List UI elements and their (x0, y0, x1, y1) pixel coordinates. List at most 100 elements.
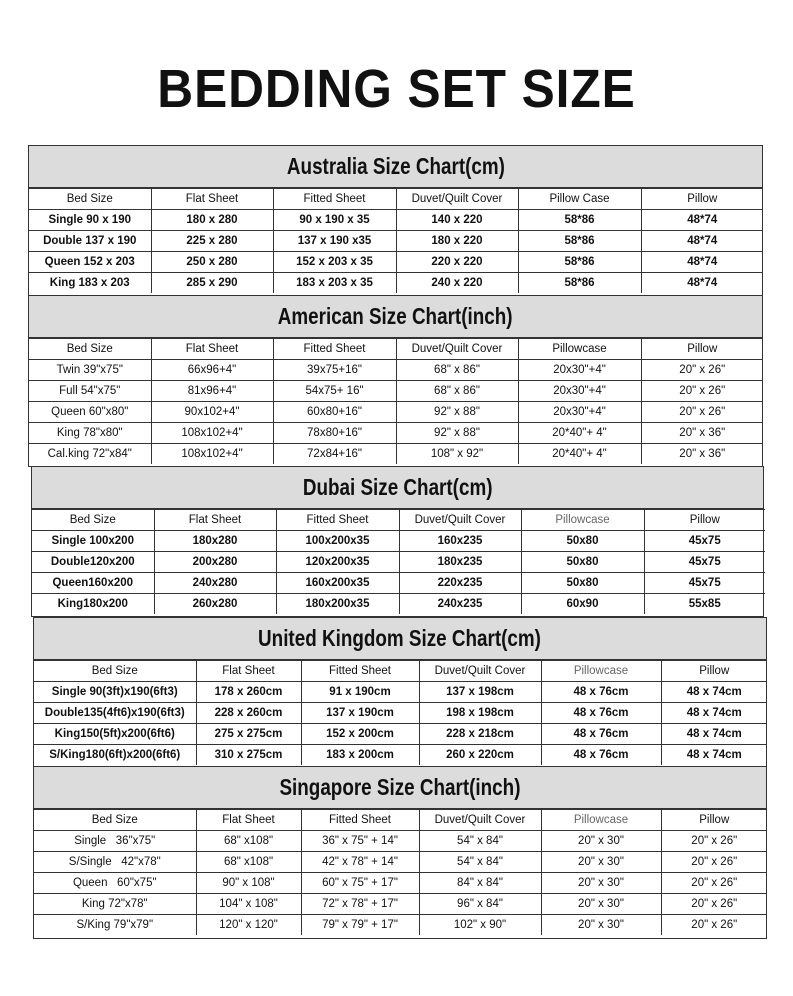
american-size-chart: American Size Chart(inch) Bed Size Flat Sh… (28, 295, 763, 467)
chart-title-text: American Size Chart(inch) (278, 303, 513, 329)
table-row: King 72"x78" 104" x 108" 72" x 78" + 17" 96… (34, 893, 767, 915)
table-cell: 48 x 76cm (540, 723, 662, 745)
table-cell: 58*86 (517, 272, 642, 293)
page-title: BEDDING SET SIZE (157, 59, 636, 119)
table-cell: 48 x 74cm (660, 723, 767, 745)
uk-size-chart: United Kingdom Size Chart(cm) Bed Size Fla… (33, 617, 767, 767)
table-row: King150(5ft)x200(6ft6) 275 x 275cm 152 x 2… (34, 723, 767, 745)
table-cell: 102" x 90" (418, 914, 542, 935)
chart-title-text: Singapore Size Chart(inch) (279, 774, 521, 800)
column-header: Flat Sheet (153, 509, 277, 531)
size-table: Bed Size Flat Sheet Fitted Sheet Duvet/Quil… (34, 660, 767, 765)
column-header: Pillow Case (517, 188, 642, 210)
table-cell: 20" x 26" (640, 380, 763, 402)
column-header: Fitted Sheet (272, 338, 397, 360)
table-cell: S/King180(6ft)x200(6ft6) (34, 744, 197, 765)
table-cell: 20" x 26" (660, 914, 767, 935)
table-row: Double120x200 200x280 120x200x35 180x235 50x… (32, 551, 765, 573)
column-header: Duvet/Quilt Cover (418, 809, 542, 831)
table-cell: 20x30"+4" (517, 401, 642, 423)
table-cell: 20" x 30" (540, 851, 662, 873)
table-cell: 48 x 74cm (660, 702, 767, 724)
table-cell: 48 x 74cm (660, 744, 767, 765)
table-row: Queen 60"x75" 90" x 108" 60" x 75" + 17" 84… (34, 872, 767, 894)
table-cell: 36" x 75" + 14" (300, 830, 420, 852)
table-cell: 48 x 76cm (540, 744, 662, 765)
table-cell: 137 x 198cm (418, 681, 542, 703)
table-cell: 92" x 88" (395, 401, 519, 423)
table-cell: 120x200x35 (275, 551, 400, 573)
table-row: Double135(4ft6)x190(6ft3) 228 x 260cm 137 … (34, 702, 767, 724)
australia-size-chart: Australia Size Chart(cm) Bed Size Flat She… (28, 145, 763, 296)
chart-title: Dubai Size Chart(cm) (32, 467, 763, 509)
table-cell: 120" x 120" (195, 914, 302, 935)
table-cell: King 183 x 203 (29, 272, 152, 293)
table-cell: 152 x 203 x 35 (272, 251, 397, 273)
table-cell: 54" x 84" (418, 851, 542, 873)
table-row: Queen160x200 240x280 160x200x35 220x235 50x8… (32, 572, 765, 594)
table-cell: 178 x 260cm (195, 681, 302, 703)
table-row: Queen 152 x 203 250 x 280 152 x 203 x 35 22… (29, 251, 763, 273)
column-header: Pillowcase (540, 660, 662, 682)
table-cell: 42" x 78" + 14" (300, 851, 420, 873)
table-cell: 66x96+4" (150, 359, 274, 381)
table-cell: 260 x 220cm (418, 744, 542, 765)
table-cell: 50x80 (520, 530, 645, 552)
table-cell: Queen 152 x 203 (29, 251, 152, 273)
table-cell: 108x102+4" (150, 422, 274, 444)
table-cell: 285 x 290 (150, 272, 274, 293)
table-cell: 45x75 (643, 530, 765, 552)
table-cell: 20" x 30" (540, 872, 662, 894)
table-cell: 79" x 79" + 17" (300, 914, 420, 935)
table-cell: 92" x 88" (395, 422, 519, 444)
header-row: Bed Size Flat Sheet Fitted Sheet Duvet/Quil… (34, 809, 767, 831)
size-table: Bed Size Flat Sheet Fitted Sheet Duvet/Quil… (29, 188, 763, 293)
table-cell: 72x84+16" (272, 443, 397, 464)
header-row: Bed Size Flat Sheet Fitted Sheet Duvet/Quil… (32, 509, 765, 531)
table-cell: 20x30"+4" (517, 380, 642, 402)
table-cell: 228 x 218cm (418, 723, 542, 745)
column-header: Fitted Sheet (275, 509, 400, 531)
column-header: Fitted Sheet (300, 660, 420, 682)
table-cell: 180 x 280 (150, 209, 274, 231)
column-header: Bed Size (34, 660, 197, 682)
table-cell: 183 x 203 x 35 (272, 272, 397, 293)
table-cell: 20" x 30" (540, 914, 662, 935)
table-cell: 240x280 (153, 572, 277, 594)
table-cell: 90" x 108" (195, 872, 302, 894)
table-cell: 20" x 30" (540, 893, 662, 915)
table-cell: 68" x 86" (395, 380, 519, 402)
table-cell: 20" x 26" (640, 401, 763, 423)
size-table: Bed Size Flat Sheet Fitted Sheet Duvet/Quil… (34, 809, 767, 935)
table-cell: 58*86 (517, 209, 642, 231)
column-header: Duvet/Quilt Cover (418, 660, 542, 682)
table-cell: 137 x 190 x35 (272, 230, 397, 252)
table-cell: 60x90 (520, 593, 645, 614)
column-header: Pillow (660, 660, 767, 682)
table-cell: King180x200 (32, 593, 155, 614)
table-cell: 78x80+16" (272, 422, 397, 444)
table-cell: 20" x 26" (660, 851, 767, 873)
table-cell: Cal.king 72"x84" (29, 443, 152, 464)
table-cell: 45x75 (643, 572, 765, 594)
table-cell: 91 x 190cm (300, 681, 420, 703)
table-cell: 250 x 280 (150, 251, 274, 273)
table-cell: 108" x 92" (395, 443, 519, 464)
column-header: Duvet/Quilt Cover (395, 338, 519, 360)
table-cell: 45x75 (643, 551, 765, 573)
table-row: Single 36"x75" 68" x108" 36" x 75" + 14" 54… (34, 830, 767, 852)
table-cell: 140 x 220 (395, 209, 519, 231)
chart-title: Australia Size Chart(cm) (29, 146, 762, 188)
table-cell: 20" x 26" (660, 830, 767, 852)
column-header: Pillow (660, 809, 767, 831)
table-row: King 78"x80" 108x102+4" 78x80+16" 92" x 88"… (29, 422, 763, 444)
table-cell: 180x235 (398, 551, 522, 573)
table-cell: 310 x 275cm (195, 744, 302, 765)
table-cell: King 72"x78" (34, 893, 197, 915)
chart-title: Singapore Size Chart(inch) (34, 767, 766, 809)
table-cell: 20x30"+4" (517, 359, 642, 381)
column-header: Bed Size (29, 188, 152, 210)
table-cell: 48*74 (640, 230, 763, 252)
column-header: Pillowcase (520, 509, 645, 531)
table-row: Full 54"x75" 81x96+4" 54x75+ 16" 68" x 86" 2… (29, 380, 763, 402)
